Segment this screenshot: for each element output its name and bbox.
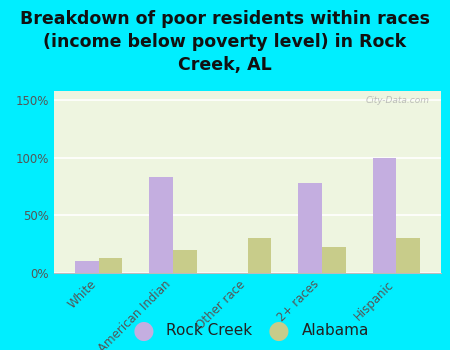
Bar xyxy=(99,258,122,273)
Bar xyxy=(149,177,173,273)
Text: Alabama: Alabama xyxy=(302,323,369,338)
Text: City-Data.com: City-Data.com xyxy=(365,97,429,105)
Bar xyxy=(373,158,396,273)
Text: ●: ● xyxy=(268,319,290,343)
Bar xyxy=(322,246,346,273)
Text: Breakdown of poor residents within races
(income below poverty level) in Rock
Cr: Breakdown of poor residents within races… xyxy=(20,10,430,74)
Bar xyxy=(75,261,99,273)
Bar xyxy=(396,238,420,273)
Bar xyxy=(298,183,322,273)
Bar xyxy=(173,250,197,273)
Text: Rock Creek: Rock Creek xyxy=(166,323,252,338)
Bar xyxy=(248,238,271,273)
Text: ●: ● xyxy=(133,319,155,343)
